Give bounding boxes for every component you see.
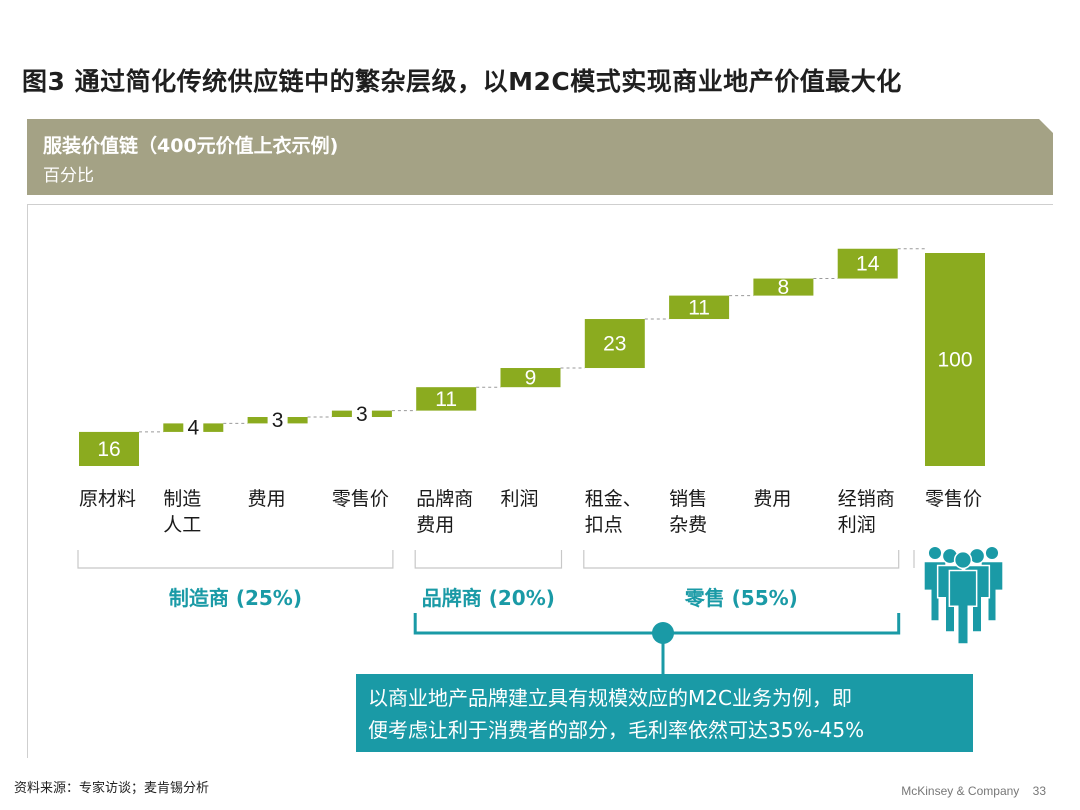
category-label: 租金、	[585, 488, 642, 510]
bar-value-label: 8	[778, 276, 790, 299]
category-label: 原材料	[79, 488, 136, 510]
source-note: 资料来源：专家访谈；麦肯锡分析	[14, 781, 210, 796]
bar-label-knockout	[183, 416, 204, 439]
bar-value-label: 11	[435, 388, 457, 411]
person-head	[953, 550, 973, 570]
person-head	[984, 545, 1000, 561]
chart-frame	[27, 204, 1053, 758]
category-label: 品牌商	[416, 488, 473, 510]
person-body	[948, 569, 978, 645]
callout-line-1: 以商业地产品牌建立具有规模效应的M2C业务为例，即	[368, 686, 852, 710]
waterfall-bar	[79, 431, 139, 466]
person-head	[927, 545, 943, 561]
waterfall-bar	[669, 295, 730, 320]
group-bracket	[414, 550, 563, 569]
callout-line-2: 便考虑让利于消费者的部分，毛利率依然可达35%-45%	[368, 718, 865, 742]
group-label: 零售 (55%)	[684, 586, 798, 610]
company-name: McKinsey & Company	[901, 784, 1020, 798]
bar-value-label: 3	[272, 409, 284, 432]
category-label: 费用	[248, 488, 286, 510]
group-bracket	[77, 550, 394, 569]
category-label: 杂费	[669, 514, 707, 536]
waterfall-bar	[500, 368, 561, 388]
category-label: 零售价	[925, 488, 982, 510]
callout-box: 以商业地产品牌建立具有规模效应的M2C业务为例，即 便考虑让利于消费者的部分，毛…	[356, 674, 973, 752]
category-label: 销售	[669, 488, 707, 510]
bar-label-knockout	[267, 409, 288, 432]
footer: McKinsey & Company 33	[901, 784, 1046, 798]
bar-value-label: 3	[356, 403, 368, 426]
page-title: 图3 通过简化传统供应链中的繁杂层级，以M2C模式实现商业地产价值最大化	[22, 67, 902, 96]
waterfall-bar	[416, 387, 477, 411]
chart-banner: 服装价值链（400元价值上衣示例) 百分比	[27, 119, 1053, 195]
category-label: 扣点	[585, 514, 623, 536]
category-label: 制造	[163, 488, 201, 510]
waterfall-bar	[584, 319, 645, 369]
group-label: 品牌商 (20%)	[422, 586, 555, 610]
category-label: 费用	[416, 514, 454, 536]
bar-value-label: 14	[856, 253, 880, 276]
category-label: 零售价	[332, 488, 389, 510]
bar-value-label: 4	[187, 417, 199, 440]
chart-title: 服装价值链（400元价值上衣示例)	[43, 135, 339, 157]
consumer-group-icon	[948, 550, 978, 645]
bar-label-knockout	[351, 402, 372, 425]
bar-value-label: 23	[603, 333, 626, 356]
bar-value-label: 100	[937, 349, 972, 372]
bar-value-label: 11	[688, 296, 710, 319]
bar-value-label: 9	[525, 367, 537, 390]
waterfall-bar	[925, 253, 985, 466]
category-label: 费用	[753, 488, 791, 510]
group-label: 制造商 (25%)	[169, 586, 302, 610]
chart-subtitle: 百分比	[43, 166, 94, 186]
bar-value-label: 16	[97, 438, 120, 461]
group-bracket	[583, 550, 900, 569]
category-label: 利润	[838, 514, 876, 536]
waterfall-bar	[837, 248, 898, 279]
category-label: 人工	[163, 514, 201, 536]
waterfall-bar	[753, 278, 814, 296]
callout-dot	[652, 622, 674, 644]
category-label: 利润	[501, 488, 539, 510]
category-label: 经销商	[838, 488, 895, 510]
page-number: 33	[1032, 784, 1046, 798]
